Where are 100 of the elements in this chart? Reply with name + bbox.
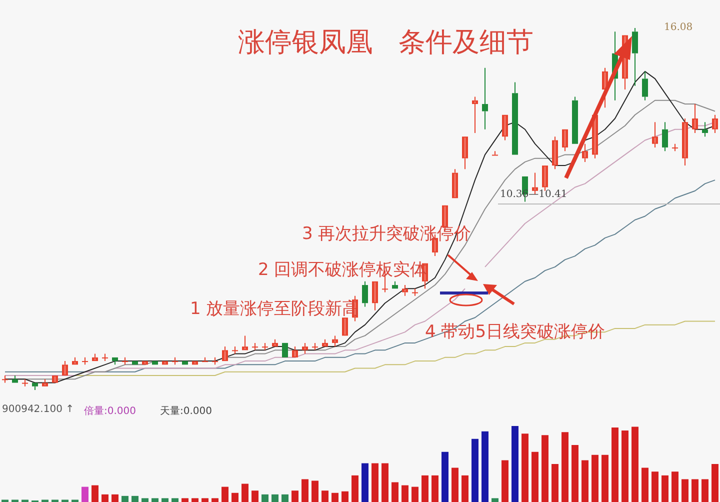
candlestick <box>72 356 78 365</box>
candlestick <box>92 353 98 362</box>
text: 天量:0.000 <box>160 405 212 418</box>
bar <box>702 479 708 502</box>
bar <box>462 475 468 502</box>
bar <box>452 468 458 502</box>
bar <box>112 494 118 502</box>
bar <box>442 452 448 502</box>
bar <box>302 479 308 502</box>
candlestick <box>392 280 398 289</box>
bar <box>602 454 608 502</box>
text: 倍量:0.000 <box>84 404 136 418</box>
bar <box>592 454 598 502</box>
bar <box>182 498 188 502</box>
bar <box>312 480 318 502</box>
candlestick <box>232 346 238 354</box>
bar <box>152 498 158 502</box>
candlestick <box>332 335 338 348</box>
candlestick <box>42 378 48 386</box>
bar <box>252 490 258 502</box>
candlestick <box>112 357 118 366</box>
bar <box>512 426 518 502</box>
bar <box>362 463 368 502</box>
candlestick <box>512 82 518 155</box>
bar <box>622 430 628 502</box>
candlestick <box>482 67 488 130</box>
bar <box>552 464 558 502</box>
bar <box>342 491 348 502</box>
bar <box>212 498 218 502</box>
candlestick <box>372 281 378 311</box>
bar <box>562 432 568 502</box>
candlestick <box>452 168 458 198</box>
bar <box>322 490 328 502</box>
bar <box>412 486 418 502</box>
candlestick <box>542 166 548 192</box>
bar <box>272 494 278 502</box>
bar <box>402 485 408 502</box>
bar <box>202 498 208 502</box>
candlestick <box>362 280 368 308</box>
candlestick <box>692 104 698 134</box>
bar <box>392 482 398 502</box>
bar <box>542 435 548 502</box>
candlestick <box>2 375 8 384</box>
bar <box>372 463 378 502</box>
bar <box>292 490 298 502</box>
candlestick <box>242 335 248 350</box>
bar <box>632 426 638 502</box>
candlestick <box>202 356 208 362</box>
bar <box>82 486 88 502</box>
candlestick <box>462 136 468 170</box>
bar <box>532 452 538 502</box>
candlestick <box>712 114 718 134</box>
candlestick <box>552 136 558 170</box>
bar <box>482 431 488 502</box>
candlestick <box>222 346 228 362</box>
candlestick <box>302 342 308 354</box>
bar <box>652 472 658 502</box>
candlestick <box>402 284 408 296</box>
candlestick <box>582 143 588 162</box>
candlestick <box>22 378 28 387</box>
bar <box>472 438 478 502</box>
candlestick <box>502 114 508 141</box>
bar <box>122 496 128 502</box>
bar <box>102 494 108 502</box>
bar <box>332 492 338 502</box>
bar <box>282 494 288 502</box>
candlestick <box>572 96 578 144</box>
bar <box>192 498 198 502</box>
candlestick <box>642 70 648 101</box>
candlestick <box>32 382 38 390</box>
bar <box>432 475 438 502</box>
candlestick <box>12 375 18 383</box>
candlestick <box>292 346 298 358</box>
bar <box>352 475 358 502</box>
candlestick <box>632 28 638 86</box>
bar <box>142 498 148 502</box>
candlestick <box>322 338 328 347</box>
candlestick <box>702 122 708 138</box>
bar <box>612 428 618 502</box>
bar <box>522 434 528 502</box>
bar <box>712 464 718 502</box>
candlestick <box>562 129 568 152</box>
bar <box>232 492 238 502</box>
bar <box>422 475 428 502</box>
bar <box>492 498 498 502</box>
candlestick <box>682 118 688 166</box>
bar <box>672 472 678 502</box>
candlestick <box>472 96 478 134</box>
bar <box>162 498 168 502</box>
bar <box>502 460 508 502</box>
candlestick <box>652 122 658 148</box>
bar <box>642 468 648 502</box>
annotation: 16.08 <box>664 22 693 33</box>
bar <box>172 498 178 502</box>
candlestick <box>662 122 668 152</box>
bar <box>382 463 388 502</box>
text: 900942.100 ↑ <box>2 404 74 415</box>
bar <box>572 445 578 502</box>
bar <box>132 496 138 502</box>
bar <box>222 486 228 502</box>
